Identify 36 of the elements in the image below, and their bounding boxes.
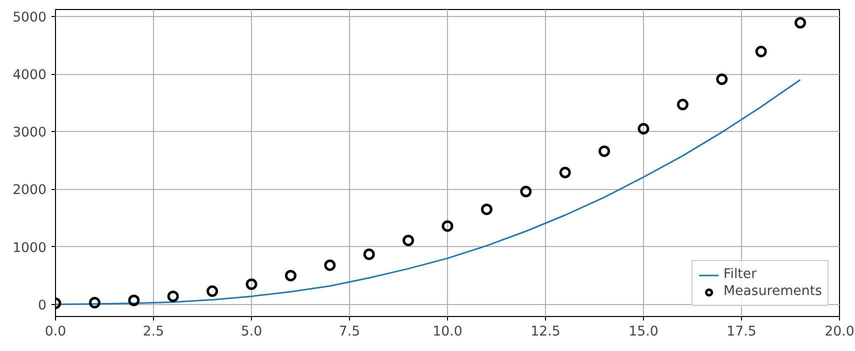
point bbox=[167, 290, 179, 302]
point bbox=[324, 259, 336, 271]
x-tick-label: 17.5 bbox=[726, 324, 756, 340]
legend-label: Filter bbox=[724, 267, 757, 282]
point bbox=[755, 46, 767, 58]
point bbox=[284, 270, 296, 282]
x-tick-label: 20.0 bbox=[824, 324, 854, 340]
point bbox=[88, 296, 100, 308]
x-tick-label: 7.5 bbox=[338, 324, 360, 340]
point bbox=[638, 122, 650, 134]
x-tick-label: 12.5 bbox=[530, 324, 560, 340]
point bbox=[794, 17, 806, 28]
point bbox=[559, 166, 571, 178]
point bbox=[716, 73, 728, 85]
point bbox=[520, 186, 532, 198]
point bbox=[246, 278, 258, 290]
point bbox=[206, 285, 218, 297]
y-tick-label: 4000 bbox=[12, 68, 47, 84]
x-tick-label: 10.0 bbox=[432, 324, 462, 340]
point bbox=[480, 204, 492, 216]
y-tick-label: 1000 bbox=[12, 240, 47, 256]
legend-label: Measurements bbox=[724, 284, 822, 299]
y-tick-label: 3000 bbox=[12, 126, 47, 141]
point bbox=[402, 234, 414, 246]
x-tick-label: 2.5 bbox=[142, 324, 164, 340]
y-tick-label: 0 bbox=[38, 298, 47, 314]
point bbox=[598, 145, 610, 157]
point bbox=[676, 98, 688, 110]
y-tick-label: 2000 bbox=[12, 183, 47, 198]
point bbox=[442, 220, 454, 232]
point bbox=[128, 294, 140, 306]
y-tick-label: 5000 bbox=[12, 10, 47, 26]
point bbox=[363, 248, 375, 260]
x-tick-label: 0.0 bbox=[44, 324, 66, 340]
x-tick-label: 5.0 bbox=[240, 324, 262, 340]
x-tick-label: 15.0 bbox=[628, 324, 658, 340]
